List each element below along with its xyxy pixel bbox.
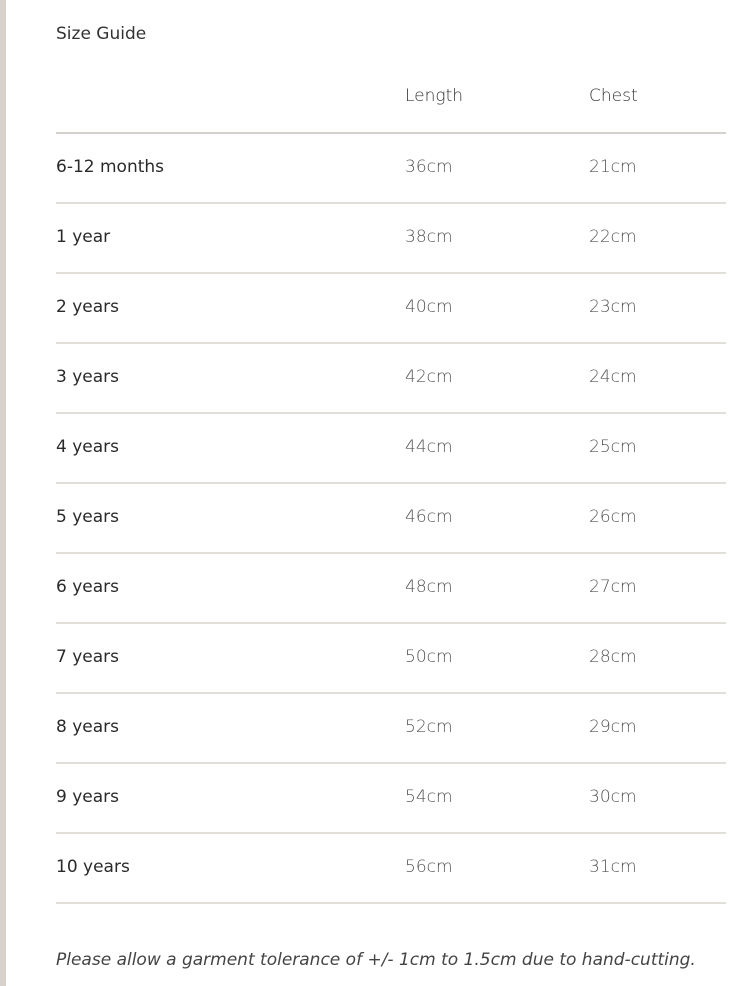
size-cell: 3 years: [56, 367, 120, 387]
chest-cell: 22cm: [589, 227, 637, 247]
chest-cell: 23cm: [589, 297, 637, 317]
page-title: Size Guide: [56, 24, 147, 44]
size-cell: 1 year: [56, 227, 111, 247]
chest-cell: 31cm: [589, 857, 637, 877]
table-body: 6-12 months 36cm 21cm 1 year 38cm 22cm 2 years…: [56, 134, 726, 904]
length-cell: 42cm: [405, 367, 453, 387]
length-cell: 54cm: [405, 787, 453, 807]
table-row: 4 years 44cm 25cm: [56, 414, 726, 484]
length-cell: 44cm: [405, 437, 453, 457]
size-table: Length Chest 6-12 months 36cm 21cm 1 year 38…: [56, 62, 726, 904]
size-cell: 4 years: [56, 437, 120, 457]
size-cell: 7 years: [56, 647, 120, 667]
chest-cell: 27cm: [589, 577, 637, 597]
chest-cell: 29cm: [589, 717, 637, 737]
table-row: 10 years 56cm 31cm: [56, 834, 726, 904]
table-header: Length Chest: [56, 62, 726, 134]
chest-cell: 26cm: [589, 507, 637, 527]
length-cell: 48cm: [405, 577, 453, 597]
table-row: 6-12 months 36cm 21cm: [56, 134, 726, 204]
size-cell: 8 years: [56, 717, 120, 737]
table-row: 1 year 38cm 22cm: [56, 204, 726, 274]
table-row: 9 years 54cm 30cm: [56, 764, 726, 834]
size-cell: 6 years: [56, 577, 120, 597]
left-edge-strip: [0, 0, 6, 986]
table-row: 5 years 46cm 26cm: [56, 484, 726, 554]
size-cell: 6-12 months: [56, 157, 165, 177]
table-row: 7 years 50cm 28cm: [56, 624, 726, 694]
length-cell: 38cm: [405, 227, 453, 247]
length-cell: 56cm: [405, 857, 453, 877]
header-chest: Chest: [589, 86, 638, 106]
tolerance-note: Please allow a garment tolerance of +/- …: [56, 950, 696, 970]
length-cell: 50cm: [405, 647, 453, 667]
length-cell: 46cm: [405, 507, 453, 527]
header-length: Length: [405, 86, 464, 106]
length-cell: 52cm: [405, 717, 453, 737]
table-row: 6 years 48cm 27cm: [56, 554, 726, 624]
table-row: 8 years 52cm 29cm: [56, 694, 726, 764]
size-cell: 5 years: [56, 507, 120, 527]
chest-cell: 24cm: [589, 367, 637, 387]
chest-cell: 30cm: [589, 787, 637, 807]
table-row: 2 years 40cm 23cm: [56, 274, 726, 344]
chest-cell: 28cm: [589, 647, 637, 667]
size-cell: 10 years: [56, 857, 130, 877]
chest-cell: 21cm: [589, 157, 637, 177]
table-row: 3 years 42cm 24cm: [56, 344, 726, 414]
size-cell: 2 years: [56, 297, 120, 317]
size-cell: 9 years: [56, 787, 120, 807]
length-cell: 40cm: [405, 297, 453, 317]
length-cell: 36cm: [405, 157, 453, 177]
chest-cell: 25cm: [589, 437, 637, 457]
